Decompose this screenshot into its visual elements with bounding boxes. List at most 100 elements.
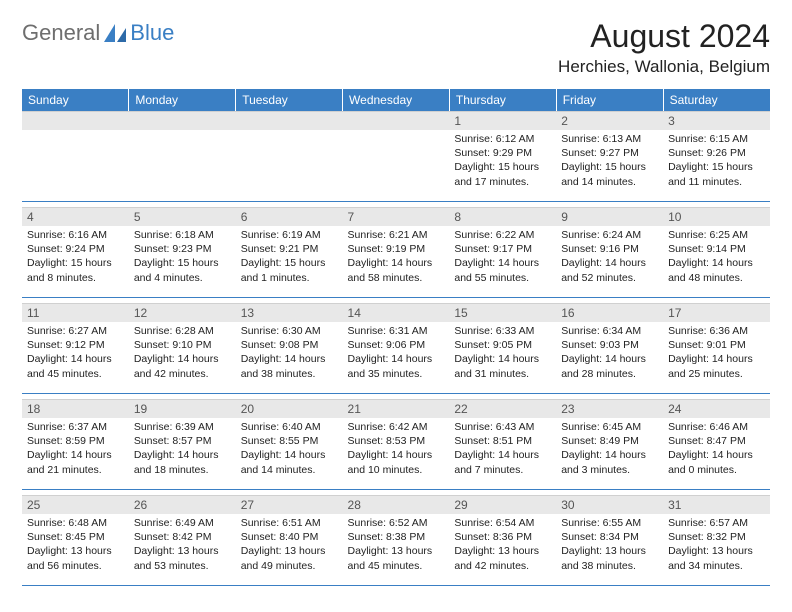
- day-number: 9: [556, 207, 663, 226]
- day-number: 17: [663, 303, 770, 322]
- calendar-day-cell: 27Sunrise: 6:51 AMSunset: 8:40 PMDayligh…: [236, 495, 343, 585]
- calendar-day-cell: 19Sunrise: 6:39 AMSunset: 8:57 PMDayligh…: [129, 399, 236, 489]
- logo-text-gray: General: [22, 20, 100, 46]
- day-number: 14: [343, 303, 450, 322]
- calendar-week-row: 25Sunrise: 6:48 AMSunset: 8:45 PMDayligh…: [22, 495, 770, 585]
- calendar-day-cell: 28Sunrise: 6:52 AMSunset: 8:38 PMDayligh…: [343, 495, 450, 585]
- day-details: Sunrise: 6:22 AMSunset: 9:17 PMDaylight:…: [449, 226, 556, 288]
- day-details: [236, 130, 343, 190]
- day-details: Sunrise: 6:51 AMSunset: 8:40 PMDaylight:…: [236, 514, 343, 576]
- day-details: Sunrise: 6:13 AMSunset: 9:27 PMDaylight:…: [556, 130, 663, 192]
- logo-sail-icon: [102, 22, 128, 44]
- calendar-day-cell: 30Sunrise: 6:55 AMSunset: 8:34 PMDayligh…: [556, 495, 663, 585]
- day-details: Sunrise: 6:30 AMSunset: 9:08 PMDaylight:…: [236, 322, 343, 384]
- day-number: 28: [343, 495, 450, 514]
- day-number: 30: [556, 495, 663, 514]
- calendar-day-cell: 18Sunrise: 6:37 AMSunset: 8:59 PMDayligh…: [22, 399, 129, 489]
- calendar-day-cell: 15Sunrise: 6:33 AMSunset: 9:05 PMDayligh…: [449, 303, 556, 393]
- location-subtitle: Herchies, Wallonia, Belgium: [558, 57, 770, 77]
- day-details: Sunrise: 6:48 AMSunset: 8:45 PMDaylight:…: [22, 514, 129, 576]
- day-number: 15: [449, 303, 556, 322]
- calendar-day-cell: 7Sunrise: 6:21 AMSunset: 9:19 PMDaylight…: [343, 207, 450, 297]
- calendar-week-row: 18Sunrise: 6:37 AMSunset: 8:59 PMDayligh…: [22, 399, 770, 489]
- day-details: Sunrise: 6:25 AMSunset: 9:14 PMDaylight:…: [663, 226, 770, 288]
- day-number: 27: [236, 495, 343, 514]
- logo-text-blue: Blue: [130, 20, 174, 46]
- day-details: Sunrise: 6:57 AMSunset: 8:32 PMDaylight:…: [663, 514, 770, 576]
- day-details: Sunrise: 6:12 AMSunset: 9:29 PMDaylight:…: [449, 130, 556, 192]
- day-number: 21: [343, 399, 450, 418]
- calendar-table: SundayMondayTuesdayWednesdayThursdayFrid…: [22, 89, 770, 586]
- calendar-day-cell: 4Sunrise: 6:16 AMSunset: 9:24 PMDaylight…: [22, 207, 129, 297]
- day-number: 16: [556, 303, 663, 322]
- day-details: [129, 130, 236, 190]
- logo: General Blue: [22, 20, 174, 46]
- day-details: Sunrise: 6:46 AMSunset: 8:47 PMDaylight:…: [663, 418, 770, 480]
- day-number: 10: [663, 207, 770, 226]
- calendar-day-cell: 24Sunrise: 6:46 AMSunset: 8:47 PMDayligh…: [663, 399, 770, 489]
- calendar-day-cell: 23Sunrise: 6:45 AMSunset: 8:49 PMDayligh…: [556, 399, 663, 489]
- day-details: Sunrise: 6:43 AMSunset: 8:51 PMDaylight:…: [449, 418, 556, 480]
- calendar-day-cell: 3Sunrise: 6:15 AMSunset: 9:26 PMDaylight…: [663, 111, 770, 201]
- day-number: 7: [343, 207, 450, 226]
- calendar-day-cell: 12Sunrise: 6:28 AMSunset: 9:10 PMDayligh…: [129, 303, 236, 393]
- calendar-day-cell: 2Sunrise: 6:13 AMSunset: 9:27 PMDaylight…: [556, 111, 663, 201]
- calendar-day-cell: 8Sunrise: 6:22 AMSunset: 9:17 PMDaylight…: [449, 207, 556, 297]
- day-details: Sunrise: 6:55 AMSunset: 8:34 PMDaylight:…: [556, 514, 663, 576]
- day-details: Sunrise: 6:54 AMSunset: 8:36 PMDaylight:…: [449, 514, 556, 576]
- day-details: [22, 130, 129, 190]
- day-details: Sunrise: 6:31 AMSunset: 9:06 PMDaylight:…: [343, 322, 450, 384]
- calendar-day-header: Friday: [556, 89, 663, 111]
- calendar-day-cell: 1Sunrise: 6:12 AMSunset: 9:29 PMDaylight…: [449, 111, 556, 201]
- calendar-week-row: 4Sunrise: 6:16 AMSunset: 9:24 PMDaylight…: [22, 207, 770, 297]
- day-details: Sunrise: 6:15 AMSunset: 9:26 PMDaylight:…: [663, 130, 770, 192]
- day-number: 24: [663, 399, 770, 418]
- calendar-day-cell: 29Sunrise: 6:54 AMSunset: 8:36 PMDayligh…: [449, 495, 556, 585]
- day-details: Sunrise: 6:21 AMSunset: 9:19 PMDaylight:…: [343, 226, 450, 288]
- day-details: Sunrise: 6:42 AMSunset: 8:53 PMDaylight:…: [343, 418, 450, 480]
- calendar-day-header: Tuesday: [236, 89, 343, 111]
- page-title: August 2024: [558, 18, 770, 55]
- day-number: 25: [22, 495, 129, 514]
- calendar-day-cell: 17Sunrise: 6:36 AMSunset: 9:01 PMDayligh…: [663, 303, 770, 393]
- calendar-day-header: Wednesday: [343, 89, 450, 111]
- calendar-day-cell: 5Sunrise: 6:18 AMSunset: 9:23 PMDaylight…: [129, 207, 236, 297]
- day-details: Sunrise: 6:49 AMSunset: 8:42 PMDaylight:…: [129, 514, 236, 576]
- day-number: 8: [449, 207, 556, 226]
- day-number: 3: [663, 111, 770, 130]
- day-number: 5: [129, 207, 236, 226]
- calendar-day-header: Monday: [129, 89, 236, 111]
- calendar-day-header: Sunday: [22, 89, 129, 111]
- calendar-day-cell: 25Sunrise: 6:48 AMSunset: 8:45 PMDayligh…: [22, 495, 129, 585]
- day-number: [343, 111, 450, 130]
- calendar-day-cell: 21Sunrise: 6:42 AMSunset: 8:53 PMDayligh…: [343, 399, 450, 489]
- calendar-day-cell: [129, 111, 236, 201]
- day-number: 19: [129, 399, 236, 418]
- day-number: 20: [236, 399, 343, 418]
- day-details: [343, 130, 450, 190]
- calendar-day-cell: 6Sunrise: 6:19 AMSunset: 9:21 PMDaylight…: [236, 207, 343, 297]
- day-number: 22: [449, 399, 556, 418]
- calendar-day-cell: 9Sunrise: 6:24 AMSunset: 9:16 PMDaylight…: [556, 207, 663, 297]
- day-details: Sunrise: 6:37 AMSunset: 8:59 PMDaylight:…: [22, 418, 129, 480]
- calendar-day-cell: 11Sunrise: 6:27 AMSunset: 9:12 PMDayligh…: [22, 303, 129, 393]
- calendar-day-header: Saturday: [663, 89, 770, 111]
- day-details: Sunrise: 6:24 AMSunset: 9:16 PMDaylight:…: [556, 226, 663, 288]
- day-number: 13: [236, 303, 343, 322]
- day-number: 31: [663, 495, 770, 514]
- day-number: [129, 111, 236, 130]
- day-number: 12: [129, 303, 236, 322]
- day-details: Sunrise: 6:28 AMSunset: 9:10 PMDaylight:…: [129, 322, 236, 384]
- calendar-day-cell: 13Sunrise: 6:30 AMSunset: 9:08 PMDayligh…: [236, 303, 343, 393]
- day-details: Sunrise: 6:36 AMSunset: 9:01 PMDaylight:…: [663, 322, 770, 384]
- day-number: [22, 111, 129, 130]
- day-details: Sunrise: 6:52 AMSunset: 8:38 PMDaylight:…: [343, 514, 450, 576]
- calendar-header-row: SundayMondayTuesdayWednesdayThursdayFrid…: [22, 89, 770, 111]
- calendar-day-header: Thursday: [449, 89, 556, 111]
- calendar-day-cell: 20Sunrise: 6:40 AMSunset: 8:55 PMDayligh…: [236, 399, 343, 489]
- day-number: 23: [556, 399, 663, 418]
- day-details: Sunrise: 6:16 AMSunset: 9:24 PMDaylight:…: [22, 226, 129, 288]
- calendar-week-row: 1Sunrise: 6:12 AMSunset: 9:29 PMDaylight…: [22, 111, 770, 201]
- day-number: 1: [449, 111, 556, 130]
- day-number: [236, 111, 343, 130]
